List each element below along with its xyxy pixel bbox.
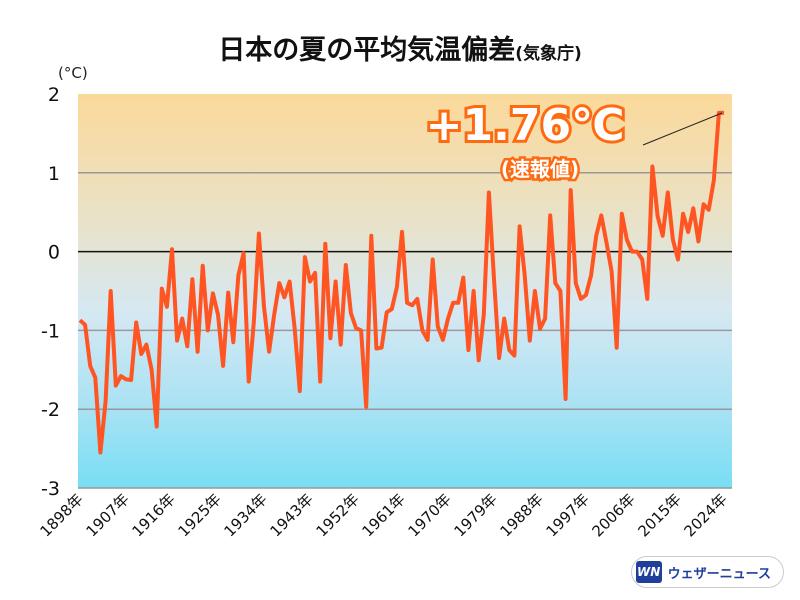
y-axis-unit: (°C) xyxy=(58,64,88,82)
x-tick-label: 1961年 xyxy=(358,490,408,540)
weathernews-logo: WN ウェザーニュース xyxy=(630,556,784,588)
y-tick-label: -3 xyxy=(41,478,60,500)
y-tick-label: -2 xyxy=(41,399,60,421)
x-tick-label: 1907年 xyxy=(82,490,132,540)
source-text: (気象庁) xyxy=(515,44,582,64)
chart-title: 日本の夏の平均気温偏差(気象庁) xyxy=(0,28,800,67)
x-tick-label: 1943年 xyxy=(266,490,316,540)
wn-logo-mark: WN xyxy=(635,561,662,583)
y-tick-label: 1 xyxy=(48,163,60,185)
x-tick-label: 1952年 xyxy=(312,490,362,540)
x-tick-label: 1997年 xyxy=(542,490,592,540)
annotation-value: +1.76℃ xyxy=(426,100,625,151)
y-tick-label: -1 xyxy=(41,320,60,342)
x-tick-label: 2015年 xyxy=(634,490,684,540)
x-tick-label: 2006年 xyxy=(588,490,638,540)
x-tick-label: 1925年 xyxy=(174,490,224,540)
y-tick-label: 2 xyxy=(48,84,60,106)
x-tick-label: 1916年 xyxy=(128,490,178,540)
x-tick-label: 2024年 xyxy=(680,490,730,540)
x-tick-label: 1970年 xyxy=(404,490,454,540)
x-tick-label: 1934年 xyxy=(220,490,270,540)
x-tick-label: 1979年 xyxy=(450,490,500,540)
title-text: 日本の夏の平均気温偏差 xyxy=(218,35,516,66)
annotation-note: (速報値) xyxy=(501,157,579,181)
logo-name: ウェザーニュース xyxy=(667,566,771,582)
y-tick-label: 0 xyxy=(48,242,60,264)
x-tick-label: 1988年 xyxy=(496,490,546,540)
annotation-leader xyxy=(642,112,723,146)
